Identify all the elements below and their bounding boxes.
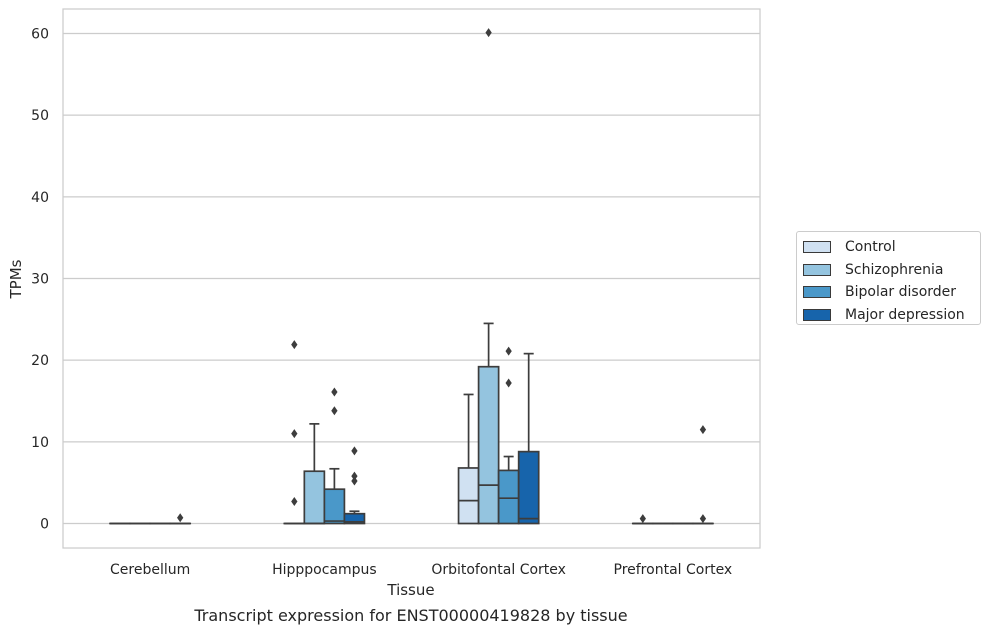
legend-item: Control — [803, 236, 980, 259]
y-axis-title: TPMs — [7, 259, 25, 299]
box-major-depression — [517, 352, 540, 525]
box-control — [631, 514, 654, 525]
box-schizophrenia — [477, 28, 500, 525]
box-body — [457, 467, 480, 525]
legend-item: Bipolar disorder — [803, 281, 980, 304]
legend-item: Major depression — [803, 304, 980, 327]
gridlines — [63, 32, 760, 525]
y-tick-label: 20 — [31, 353, 49, 369]
x-tick-label: Orbitofontal Cortex — [431, 562, 566, 578]
outlier-point — [505, 378, 512, 388]
outlier-point — [351, 471, 358, 481]
outlier-point — [351, 446, 358, 456]
legend-swatch — [803, 241, 831, 254]
outlier-point — [485, 28, 492, 38]
x-tick-label: Prefrontal Cortex — [614, 562, 733, 578]
outlier-point — [331, 387, 338, 397]
outlier-point — [291, 340, 298, 350]
y-tick-label: 30 — [31, 272, 49, 288]
x-axis-title: Tissue — [386, 581, 434, 599]
outlier-point — [331, 406, 338, 416]
box-major-depression — [343, 446, 366, 525]
legend-swatch — [803, 308, 831, 321]
y-tick-label: 0 — [40, 517, 49, 533]
outlier-point — [699, 425, 707, 435]
outlier-point — [291, 496, 298, 506]
y-tick-labels: 0 10 20 30 40 50 60 — [31, 27, 49, 533]
boxes — [109, 28, 714, 525]
box-bipolar-disorder — [497, 346, 520, 525]
outlier-point — [177, 513, 184, 523]
x-tick-labels: Cerebellum Hipppocampus Orbitofontal Corte… — [110, 562, 732, 578]
box-body — [497, 469, 520, 525]
box-schizophrenia — [303, 423, 326, 525]
box-body — [517, 450, 540, 525]
chart-title: Transcript expression for ENST0000041982… — [194, 606, 628, 625]
legend-swatch — [803, 263, 831, 276]
outlier-point — [291, 429, 298, 439]
legend-swatch — [803, 286, 831, 299]
legend-label: Control — [845, 239, 896, 256]
y-tick-label: 40 — [31, 190, 49, 206]
box-body — [343, 512, 366, 525]
y-tick-label: 10 — [31, 435, 49, 451]
legend-item: Schizophrenia — [803, 259, 980, 282]
box-body — [303, 470, 326, 525]
outlier-point — [351, 476, 358, 486]
outlier-point — [505, 346, 512, 356]
legend-label: Major depression — [845, 306, 965, 323]
box-body — [477, 365, 500, 525]
box-control — [457, 393, 480, 525]
box-major-depression — [169, 513, 192, 525]
legend-label: Schizophrenia — [845, 261, 944, 278]
plot-area-frame — [62, 8, 761, 549]
x-tick-label: Hipppocampus — [272, 562, 377, 578]
box-control — [283, 340, 306, 525]
legend: Control Schizophrenia Bipolar disorder Majo… — [796, 231, 981, 325]
box-major-depression — [692, 425, 714, 525]
box-body — [323, 488, 346, 525]
outlier-point — [699, 514, 707, 524]
y-tick-label: 60 — [31, 27, 49, 43]
legend-label: Bipolar disorder — [845, 284, 957, 301]
box-bipolar-disorder — [323, 387, 346, 525]
y-tick-label: 50 — [31, 108, 49, 124]
x-tick-label: Cerebellum — [110, 562, 190, 578]
outlier-point — [639, 514, 646, 524]
